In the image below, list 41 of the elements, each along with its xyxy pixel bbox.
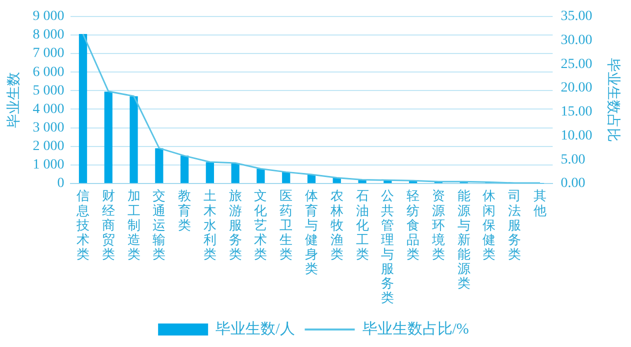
x-tick-label: 农林牧渔类 (329, 188, 344, 262)
y2-tick-label: 0.00 (560, 176, 586, 192)
y-tick-label: 0 (57, 176, 64, 192)
x-tick-label: 体育与健身类 (305, 188, 318, 276)
x-tick-label: 信息技术类 (75, 188, 90, 262)
legend-label: 毕业生数/人 (216, 320, 295, 338)
x-tick-label: 其他 (534, 188, 547, 218)
x-tick-label: 文化艺术类 (254, 188, 268, 262)
y-tick-label: 4 000 (32, 102, 64, 117)
y2-tick-label: 35.00 (560, 9, 592, 24)
y-tick-label: 1 000 (32, 158, 64, 173)
x-tick-label: 石油化工类 (356, 188, 369, 262)
x-tick-label: 资源环境类 (430, 188, 445, 262)
y-tick-label: 7 000 (32, 46, 64, 62)
x-tick-label: 加工制造类 (127, 188, 140, 262)
y2-tick-label: 15.00 (560, 104, 592, 120)
x-tick-label: 医药卫生类 (280, 188, 293, 262)
y-tick-label: 3 000 (32, 120, 64, 136)
y2-tick-label: 10.00 (560, 128, 592, 144)
x-tick-label: 交通运输类 (152, 188, 166, 262)
y2-tick-label: 5.00 (560, 152, 586, 168)
y-tick-label: 9 000 (32, 9, 64, 24)
y2-axis-title: 毕业生数占比 (604, 58, 621, 142)
y-tick-label: 2 000 (32, 139, 64, 154)
legend-label: 毕业生数占比/% (362, 320, 469, 338)
y2-tick-label: 20.00 (560, 80, 592, 96)
y-tick-label: 5 000 (32, 83, 64, 98)
x-tick-label: 轻纺食品类 (406, 188, 420, 262)
x-tick-label: 休闲保健类 (482, 188, 496, 262)
x-tick-label: 土木水利类 (203, 188, 216, 262)
y-axis-title: 毕业生数 (6, 72, 22, 128)
y2-tick-label: 25.00 (560, 56, 592, 72)
y-tick-label: 8 000 (32, 28, 64, 43)
x-tick-label: 公共管理与服务类 (381, 188, 394, 306)
y2-tick-label: 30.00 (560, 32, 592, 48)
x-tick-label: 旅游服务类 (228, 188, 242, 262)
x-tick-label: 能源与新能源类 (457, 188, 470, 291)
x-tick-label: 教育类 (178, 188, 192, 232)
y-tick-label: 6 000 (32, 64, 64, 80)
x-tick-label: 司法服务类 (508, 188, 522, 262)
x-tick-label: 财经商贸类 (102, 188, 115, 262)
